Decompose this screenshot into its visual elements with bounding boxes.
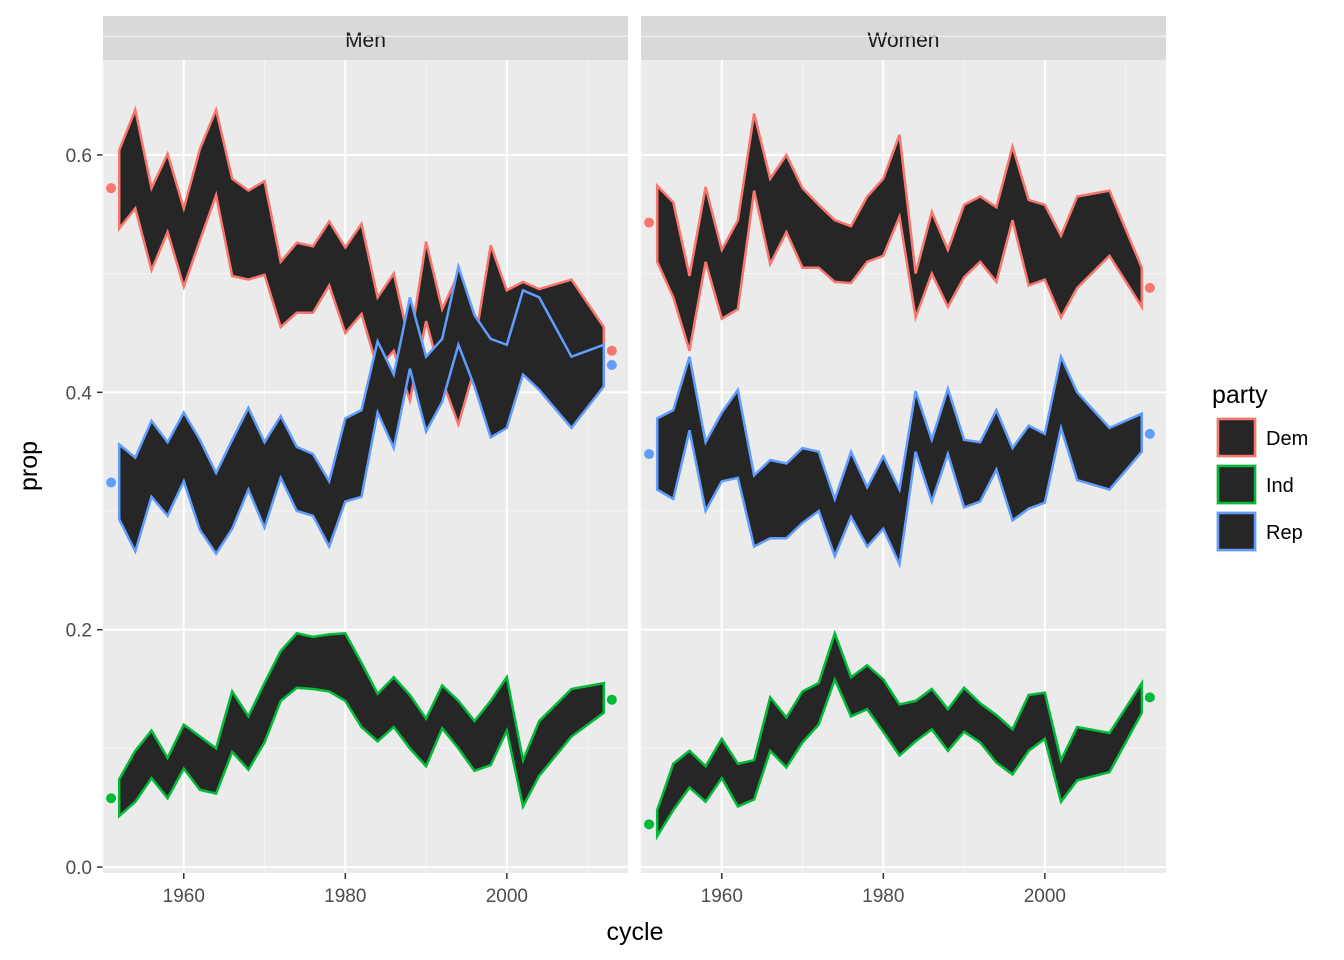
x-tick-label: 1960 <box>163 886 205 907</box>
ribbon-rep <box>106 261 617 556</box>
ribbon-area-rep <box>117 261 606 556</box>
ribbon-area-rep <box>655 352 1144 569</box>
legend-key-ind <box>1216 464 1257 505</box>
x-tick-label: 2000 <box>1024 886 1066 907</box>
point-ind <box>606 694 617 705</box>
legend: party Dem Ind Rep <box>1212 381 1308 552</box>
panel-men: Men 1960 1980 2000 <box>102 16 628 907</box>
x-tick-label: 1960 <box>701 886 743 907</box>
y-tick-label: 0.0 <box>66 858 92 879</box>
legend-label-dem: Dem <box>1266 428 1308 450</box>
legend-key-dem <box>1216 417 1257 458</box>
legend-key-rep <box>1216 511 1257 552</box>
legend-label-ind: Ind <box>1266 475 1294 497</box>
ribbon-area-ind <box>655 629 1144 841</box>
facet-strip-label: Men <box>345 29 386 52</box>
ribbon-dem <box>644 113 1155 352</box>
panel-women: Women 1960 1980 2000 <box>640 16 1166 907</box>
y-tick-label: 0.4 <box>66 383 93 404</box>
ribbon-ind <box>644 629 1155 841</box>
facet-strip <box>641 16 1166 60</box>
ribbon-ind <box>106 631 617 819</box>
point-rep <box>606 360 617 371</box>
point-rep <box>644 449 655 460</box>
ribbon-area-dem <box>655 113 1144 352</box>
x-axis-title: cycle <box>607 918 664 946</box>
point-ind <box>644 819 655 830</box>
point-dem <box>644 217 655 228</box>
x-tick-label: 2000 <box>486 886 528 907</box>
facet-strip <box>103 16 628 60</box>
point-ind <box>1144 692 1155 703</box>
ribbon-rep <box>644 352 1155 569</box>
legend-title: party <box>1212 381 1268 409</box>
legend-label-rep: Rep <box>1266 522 1303 544</box>
y-tick-label: 0.2 <box>66 621 92 642</box>
point-rep <box>106 477 117 488</box>
point-dem <box>1144 282 1155 293</box>
y-axis-title: prop <box>15 441 43 491</box>
point-dem <box>606 345 617 356</box>
facet-strip-label: Women <box>868 29 940 52</box>
point-dem <box>106 183 117 194</box>
ribbon-area-ind <box>117 631 606 819</box>
x-tick-label: 1980 <box>862 886 904 907</box>
point-ind <box>106 793 117 804</box>
x-tick-label: 1980 <box>324 886 366 907</box>
y-tick-label: 0.6 <box>66 146 92 167</box>
point-rep <box>1144 428 1155 439</box>
